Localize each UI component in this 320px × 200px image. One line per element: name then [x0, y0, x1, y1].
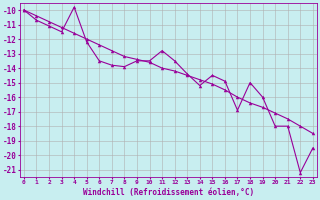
X-axis label: Windchill (Refroidissement éolien,°C): Windchill (Refroidissement éolien,°C) [83, 188, 254, 197]
